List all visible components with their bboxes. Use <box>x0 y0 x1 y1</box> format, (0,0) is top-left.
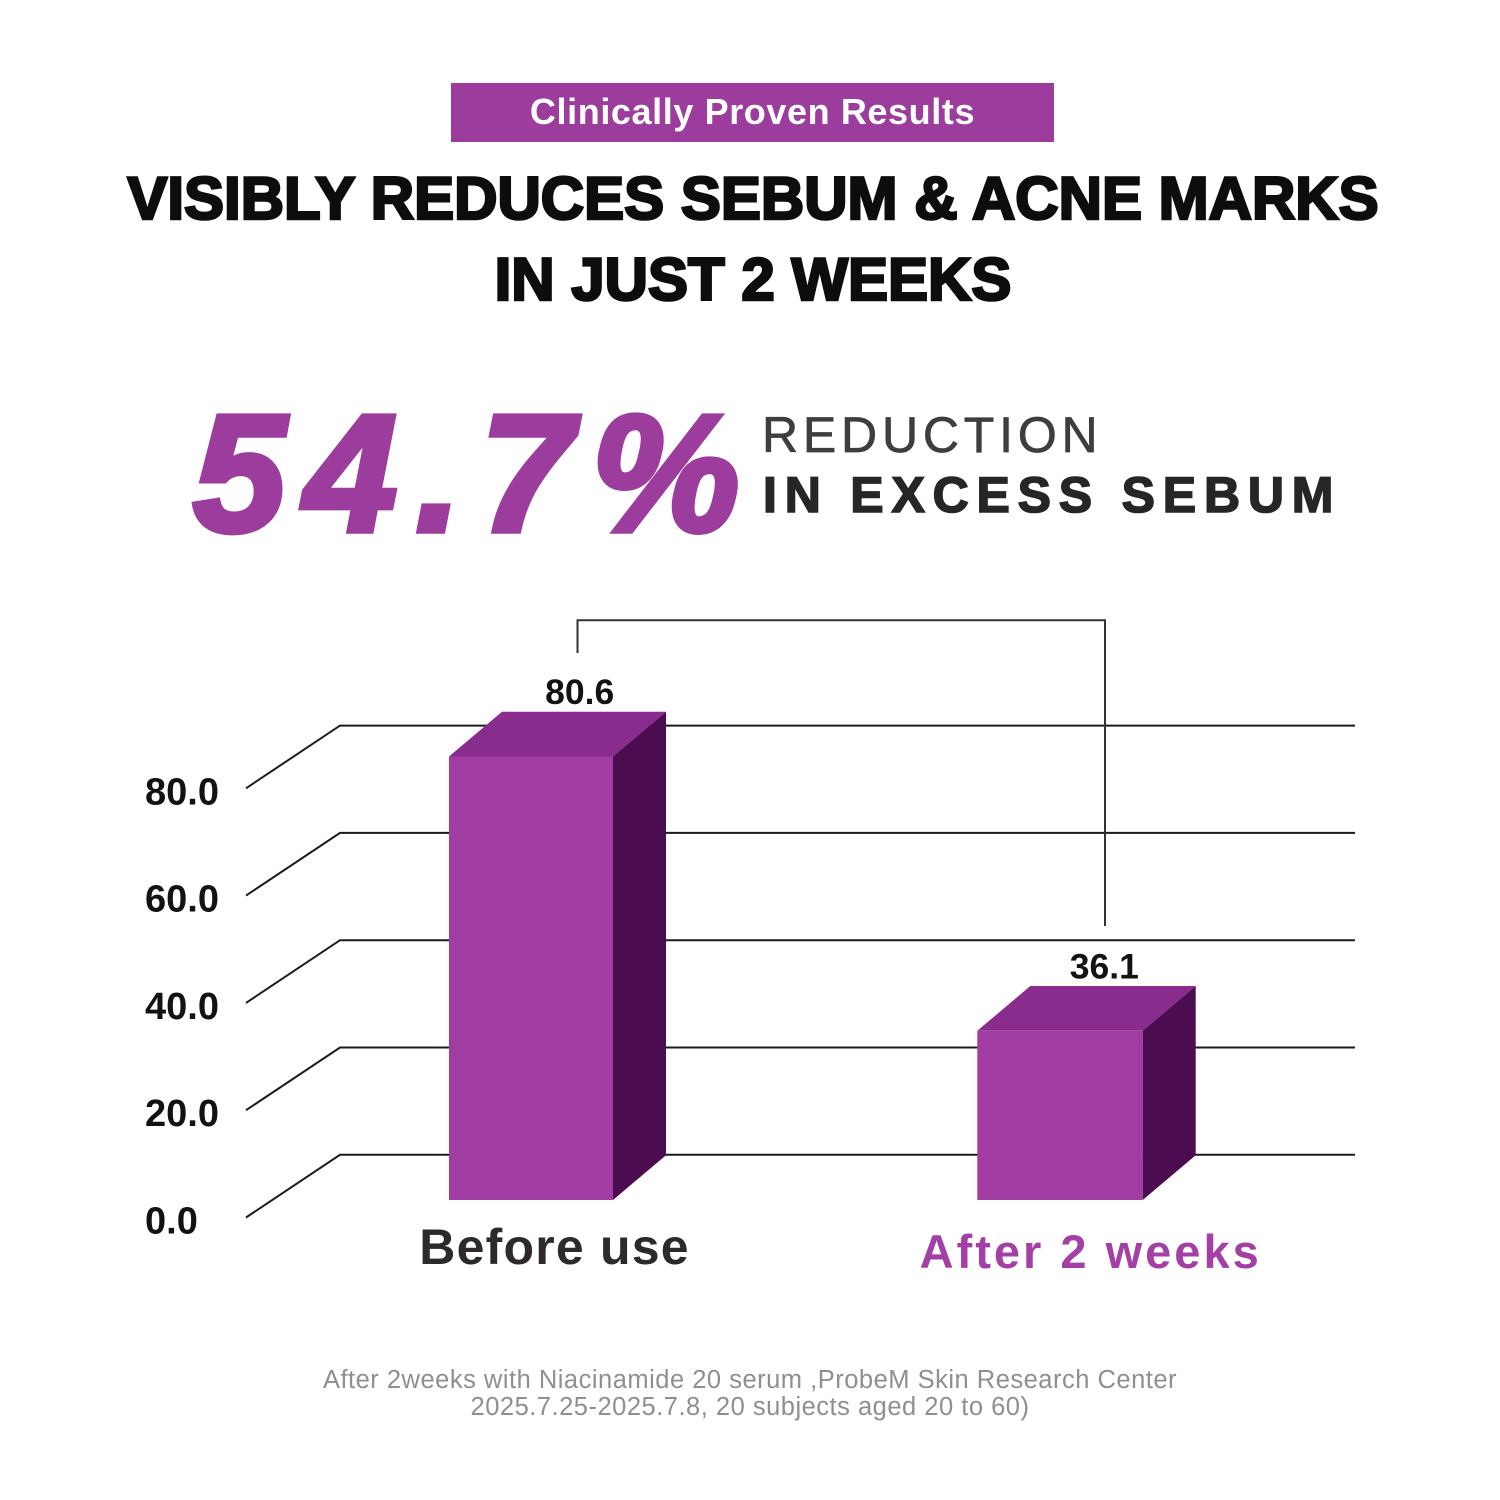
svg-text:0.0: 0.0 <box>145 1201 198 1243</box>
svg-text:80.6: 80.6 <box>545 672 614 712</box>
svg-text:After 2 weeks: After 2 weeks <box>920 1225 1262 1278</box>
svg-text:60.0: 60.0 <box>145 879 219 921</box>
svg-text:Before use: Before use <box>419 1219 689 1275</box>
svg-text:20.0: 20.0 <box>145 1093 219 1135</box>
svg-text:80.0: 80.0 <box>145 771 219 813</box>
svg-text:36.1: 36.1 <box>1070 947 1139 987</box>
svg-text:40.0: 40.0 <box>145 986 219 1028</box>
